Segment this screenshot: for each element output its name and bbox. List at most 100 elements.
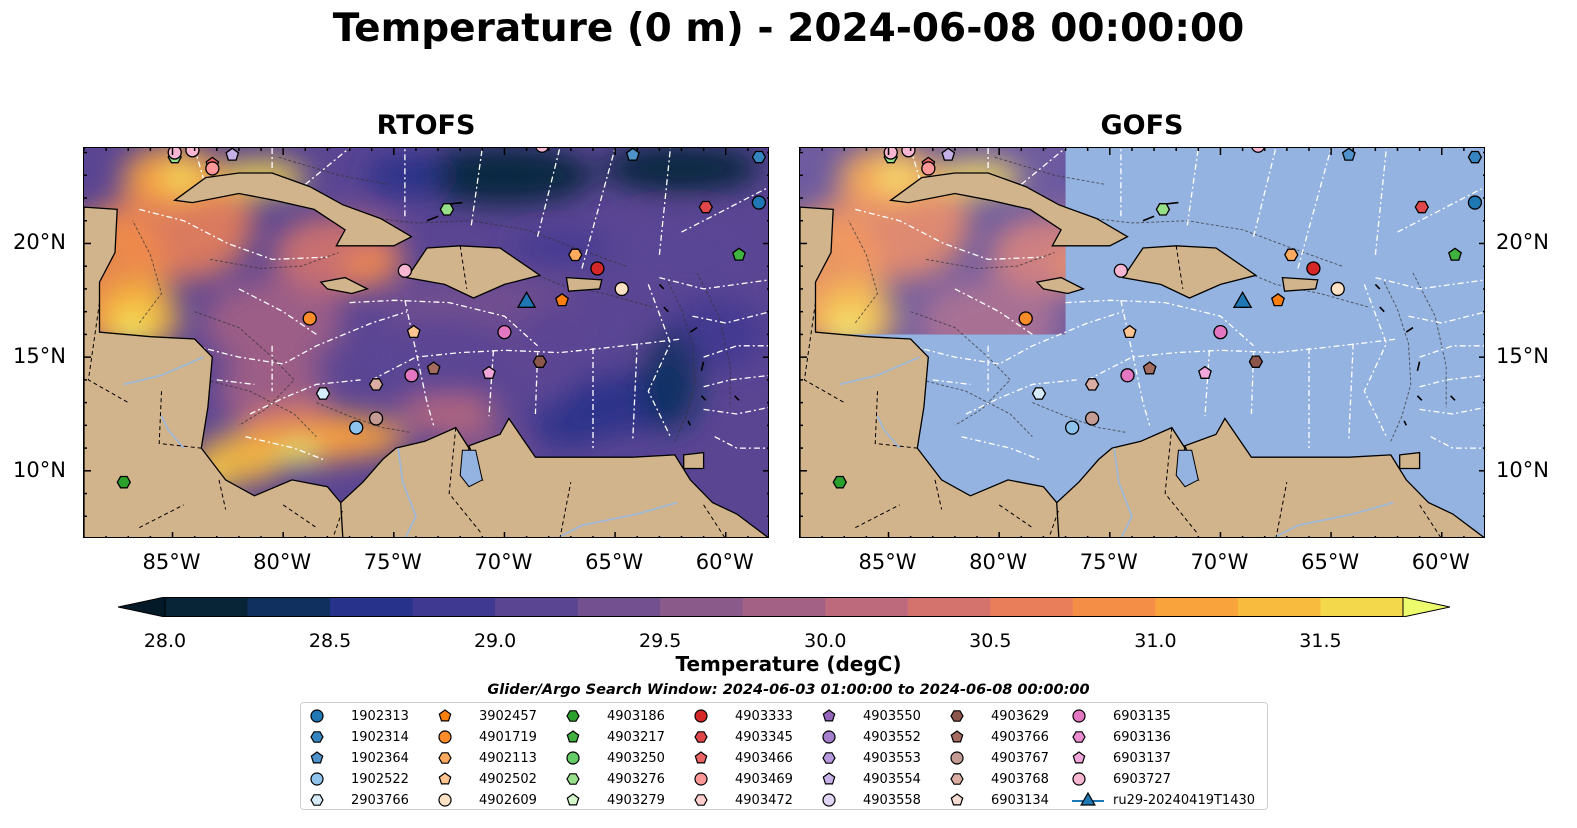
marker-6903135[interactable] bbox=[497, 324, 512, 340]
legend-item-4903554: 4903554 bbox=[821, 770, 921, 788]
marker-6903727[interactable] bbox=[883, 148, 898, 160]
marker-4902113[interactable] bbox=[1284, 248, 1299, 262]
marker-ru29-20240419T1430[interactable] bbox=[1232, 290, 1253, 308]
land-cuba bbox=[173, 172, 413, 247]
marker-4902609[interactable] bbox=[1330, 281, 1345, 297]
legend-item-label: 1902314 bbox=[351, 729, 409, 745]
marker-4902609[interactable] bbox=[614, 281, 629, 297]
colorbar-segment-6 bbox=[660, 597, 744, 617]
marker-6903727[interactable] bbox=[397, 263, 413, 278]
marker-6903727[interactable] bbox=[1113, 263, 1129, 278]
marker-4903186[interactable] bbox=[116, 475, 132, 489]
legend-item-label: 4903469 bbox=[735, 771, 793, 787]
colorbar-segment-4 bbox=[495, 597, 579, 617]
marker-1902313[interactable] bbox=[751, 195, 767, 210]
marker-4902502[interactable] bbox=[1122, 324, 1137, 339]
legend-item-4903550: 4903550 bbox=[821, 707, 921, 725]
marker-4902502[interactable] bbox=[406, 324, 421, 339]
marker-1902522[interactable] bbox=[1065, 420, 1080, 435]
legend-item-1902313: 1902313 bbox=[309, 707, 409, 725]
legend-marker-icon bbox=[438, 730, 452, 744]
marker-1902314[interactable] bbox=[1467, 150, 1483, 164]
marker-4903768[interactable] bbox=[1084, 378, 1100, 391]
land-hispaniola bbox=[1122, 245, 1258, 299]
rivers bbox=[839, 356, 1394, 537]
xtick-label-p0-1: 80°W bbox=[253, 550, 312, 574]
marker-ru29-20240419T1430[interactable] bbox=[516, 290, 537, 308]
marker-6903727[interactable] bbox=[185, 148, 200, 158]
rtofs-map-panel[interactable] bbox=[83, 147, 769, 538]
marker-3902457[interactable] bbox=[1271, 292, 1285, 307]
legend-item-6903137: 6903137 bbox=[1071, 749, 1171, 767]
land-puertorico bbox=[565, 276, 603, 292]
marker-4901719[interactable] bbox=[302, 311, 317, 326]
marker-4903217[interactable] bbox=[732, 247, 746, 261]
colorbar-segment-2 bbox=[330, 597, 414, 617]
marker-6903727[interactable] bbox=[1251, 148, 1265, 153]
legend-marker-icon bbox=[566, 773, 580, 785]
marker-4903768[interactable] bbox=[368, 378, 384, 391]
marker-2903766[interactable] bbox=[315, 387, 331, 400]
legend-item-4903767: 4903767 bbox=[949, 749, 1049, 767]
marker-6903135[interactable] bbox=[404, 368, 419, 383]
marker-1902313[interactable] bbox=[1467, 195, 1483, 210]
marker-4903276[interactable] bbox=[439, 203, 455, 216]
colorbar-tick-3: 29.5 bbox=[639, 630, 682, 652]
xtick-label-p1-2: 75°W bbox=[1079, 550, 1138, 574]
marker-4903333[interactable] bbox=[590, 261, 605, 276]
gofs-map-panel[interactable] bbox=[799, 147, 1485, 538]
marker-4903766[interactable] bbox=[1142, 361, 1157, 375]
legend-marker-icon bbox=[1072, 751, 1086, 764]
marker-4903345[interactable] bbox=[698, 200, 714, 214]
marker-4903469[interactable] bbox=[921, 161, 936, 176]
colorbar-segment-7 bbox=[742, 597, 826, 617]
xtick-label-p0-2: 75°W bbox=[363, 550, 422, 574]
land-trinidad bbox=[1399, 451, 1421, 470]
legend-marker-icon bbox=[310, 709, 324, 723]
legend-item-label: 4903333 bbox=[735, 708, 793, 724]
legend-marker-icon bbox=[822, 709, 836, 722]
marker-4902113[interactable] bbox=[568, 248, 583, 262]
marker-6903135[interactable] bbox=[1213, 324, 1228, 340]
marker-6903135[interactable] bbox=[1120, 368, 1135, 383]
legend-marker-icon bbox=[950, 793, 964, 806]
legend-item-4903629: 4903629 bbox=[949, 707, 1049, 725]
marker-1902364[interactable] bbox=[1341, 148, 1356, 161]
marker-4903554[interactable] bbox=[941, 148, 956, 161]
marker-4903345[interactable] bbox=[1414, 200, 1430, 214]
marker-4901719[interactable] bbox=[1018, 311, 1033, 326]
colorbar-segment-1 bbox=[247, 597, 331, 617]
marker-4903766[interactable] bbox=[426, 361, 441, 375]
legend-marker-icon bbox=[694, 794, 708, 806]
legend-marker-icon bbox=[438, 793, 452, 807]
legend-item-label: 4901719 bbox=[479, 729, 537, 745]
marker-6903137[interactable] bbox=[1198, 365, 1212, 379]
marker-4903333[interactable] bbox=[1306, 261, 1321, 276]
marker-1902314[interactable] bbox=[751, 150, 767, 164]
marker-1902364[interactable] bbox=[625, 148, 640, 161]
marker-2903766[interactable] bbox=[1031, 387, 1047, 400]
marker-4903767[interactable] bbox=[368, 411, 384, 426]
marker-6903727[interactable] bbox=[167, 148, 182, 160]
marker-6903727[interactable] bbox=[535, 148, 549, 153]
marker-6903137[interactable] bbox=[482, 365, 496, 379]
marker-4903469[interactable] bbox=[205, 161, 220, 176]
marker-6903727[interactable] bbox=[901, 148, 916, 158]
land-jamaica bbox=[319, 276, 370, 295]
marker-4903217[interactable] bbox=[1448, 247, 1462, 261]
marker-4903629[interactable] bbox=[532, 355, 548, 368]
marker-4903276[interactable] bbox=[1155, 203, 1171, 216]
marker-3902457[interactable] bbox=[555, 292, 569, 307]
legend-item-label: 4903279 bbox=[607, 792, 665, 808]
legend-marker-icon bbox=[1072, 731, 1086, 743]
land-puertorico bbox=[1281, 276, 1319, 292]
marker-4903186[interactable] bbox=[832, 475, 848, 489]
legend-item-label: 6903727 bbox=[1113, 771, 1171, 787]
colorbar-segment-8 bbox=[825, 597, 909, 617]
colorbar-segment-10 bbox=[990, 597, 1074, 617]
marker-1902522[interactable] bbox=[349, 420, 364, 435]
marker-4903554[interactable] bbox=[225, 148, 240, 161]
legend-item-4903333: 4903333 bbox=[693, 707, 793, 725]
marker-4903629[interactable] bbox=[1248, 355, 1264, 368]
marker-4903767[interactable] bbox=[1084, 411, 1100, 426]
